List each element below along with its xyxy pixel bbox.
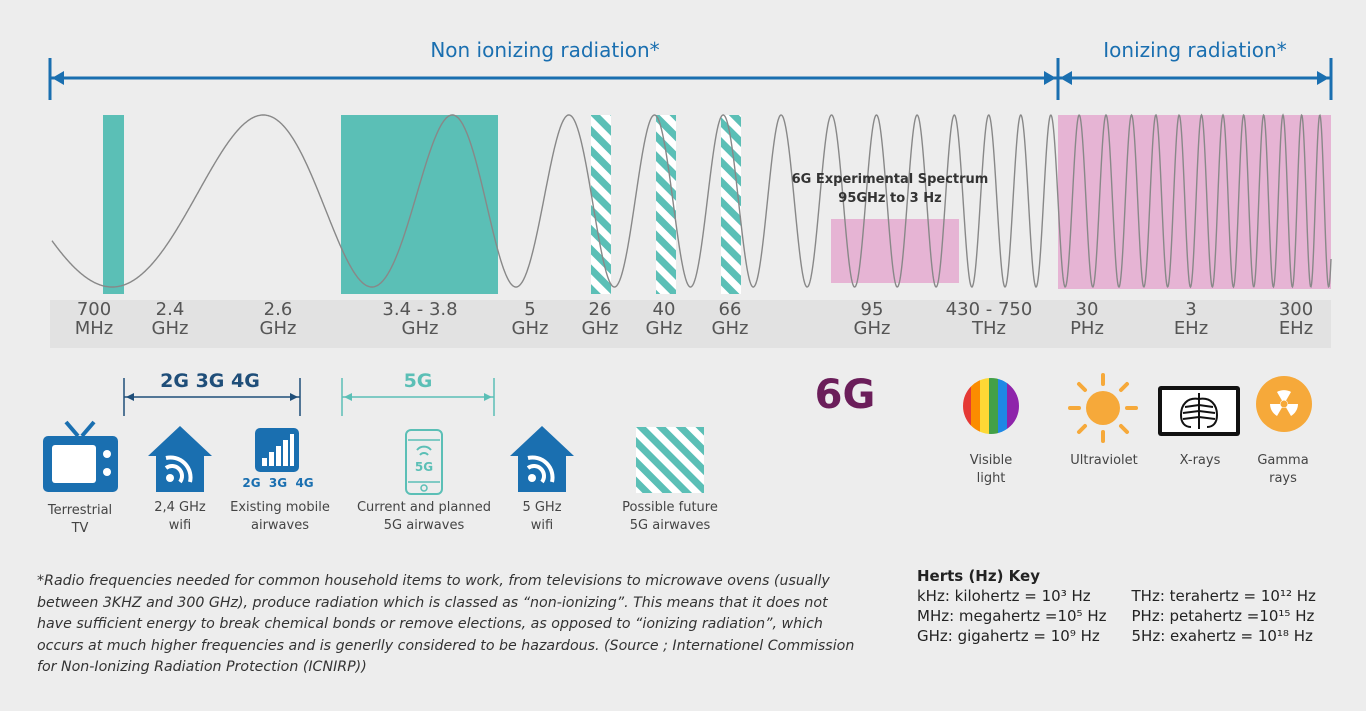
tv-icon (43, 420, 118, 492)
key-thz: THz: terahertz = 10¹² Hz (1131, 587, 1316, 605)
wifi-5ghz-home-icon (510, 426, 574, 492)
5g-label: 5G (396, 370, 440, 392)
label-terrestrial-tv: Terrestrial TV (47, 503, 113, 536)
mobile-signal-icon (255, 428, 299, 472)
frequency-row (50, 300, 1331, 348)
freq-300ehz: 300 EHz (1278, 299, 1314, 339)
freq-3ehz: 3 EHz (1173, 299, 1209, 339)
band-66ghz (721, 115, 741, 294)
key-title: Herts (Hz) Key (917, 567, 1040, 585)
frequency-wave (51, 113, 1332, 289)
radiation-icon (1256, 376, 1312, 432)
spectrum-graphic (51, 113, 1332, 294)
freq-2.6ghz: 2.6 GHz (259, 299, 297, 339)
label-gamma-rays: Gamma rays (1257, 453, 1309, 486)
xray-icon (1158, 386, 1240, 436)
wifi-home-icon (148, 426, 212, 492)
key-phz: PHz: petahertz =10¹⁵ Hz (1131, 607, 1315, 625)
ionizing-title: Ionizing radiation* (1103, 38, 1287, 62)
experimental-line2: 95GHz to 3 Hz (838, 191, 942, 206)
freq-3.4-3.8ghz: 3.4 - 3.8 GHz (382, 299, 458, 339)
rainbow-icon (963, 378, 1019, 434)
key-table: kHz: kilohertz = 10³ Hz THz: terahertz = … (917, 586, 1317, 646)
footnote: *Radio frequencies needed for common hou… (37, 573, 855, 675)
key-khz: kHz: kilohertz = 10³ Hz (917, 587, 1091, 605)
5g-phone-icon (405, 429, 443, 495)
hertz-key: Herts (Hz) Key kHz: kilohertz = 10³ Hz TH… (917, 567, 1347, 646)
freq-66ghz: 66 GHz (711, 299, 749, 339)
2g-3g-4g-label: 2G 3G 4G (140, 370, 280, 392)
sun-icon (1068, 373, 1138, 443)
freq-40ghz: 40 GHz (645, 299, 683, 339)
label-current-5g: Current and planned 5G airwaves (356, 500, 492, 533)
experimental-line1: 6G Experimental Spectrum (791, 172, 989, 187)
label-existing-mobile: Existing mobile airwaves (230, 500, 330, 533)
freq-430-750thz: 430 - 750 THz (945, 299, 1033, 339)
future-5g-stripes-icon (636, 427, 704, 493)
key-mhz: MHz: megahertz =10⁵ Hz (917, 607, 1107, 625)
band-40ghz (656, 115, 676, 294)
label-xrays: X-rays (1179, 453, 1221, 468)
6g-label: 6G (814, 372, 876, 418)
freq-95ghz: 95 GHz (853, 299, 891, 339)
6g-experimental-band (831, 219, 959, 283)
band-26ghz (591, 115, 611, 294)
label-future-5g: Possible future 5G airwaves (622, 500, 718, 533)
radiation-range-arrows (48, 58, 1333, 100)
key-ghz: GHz: gigahertz = 10⁹ Hz (917, 627, 1100, 645)
key-ehz: 5Hz: exahertz = 10¹⁸ Hz (1131, 627, 1313, 645)
band-3.4-3.8ghz (341, 115, 498, 294)
non-ionizing-title: Non ionizing radiation* (430, 38, 660, 62)
phone-badge: 5G (414, 460, 434, 474)
generation-brackets (123, 378, 495, 416)
label-5ghz-wifi: 5 GHz wifi (522, 500, 562, 533)
freq-30phz: 30 PHz (1070, 299, 1104, 339)
freq-26ghz: 26 GHz (581, 299, 619, 339)
label-ultraviolet: Ultraviolet (1070, 453, 1138, 468)
label-visible-light: Visible light (969, 453, 1013, 486)
band-700mhz (103, 115, 124, 294)
freq-2.4ghz: 2.4 GHz (151, 299, 189, 339)
freq-700mhz: 700 MHz (74, 299, 114, 339)
mobile-badge: 2G 3G 4G (242, 476, 314, 490)
label-24ghz-wifi: 2,4 GHz wifi (154, 500, 206, 533)
freq-5ghz: 5 GHz (511, 299, 549, 339)
